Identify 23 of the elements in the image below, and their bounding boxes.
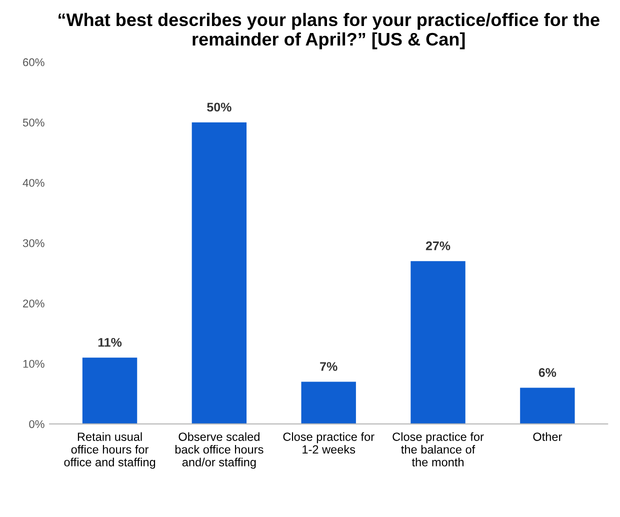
x-tick-label: Other <box>533 432 562 441</box>
y-tick-label: 50% <box>22 118 44 126</box>
x-tick-label: Close practice for 1-2 weeks <box>283 432 374 454</box>
data-label: 7% <box>320 362 338 371</box>
data-label: 11% <box>98 338 122 347</box>
y-tick-label: 60% <box>23 58 44 66</box>
y-tick-label: 40% <box>22 178 44 187</box>
data-label: 50% <box>207 102 232 112</box>
bar <box>520 388 575 424</box>
bar <box>82 358 138 424</box>
y-tick-label: 20% <box>23 300 44 308</box>
bar <box>410 261 466 424</box>
x-tick-label: Close practice for the balance of the month <box>392 432 484 466</box>
bar <box>192 122 247 424</box>
bar <box>301 382 356 424</box>
y-tick-label: 10% <box>23 360 44 368</box>
x-tick-label: Observe scaled back office hours and/or staffing <box>175 432 264 469</box>
y-tick-label: 0% <box>29 420 44 428</box>
x-tick-label: Retain usual office hours for office and staffing <box>64 432 156 469</box>
data-label: 6% <box>538 368 556 377</box>
chart-title: “What best describes your plans for your practice/office for the remainder of April?” [US & Can] <box>58 12 600 50</box>
y-tick-label: 30% <box>22 239 44 248</box>
data-label: 27% <box>426 241 450 250</box>
